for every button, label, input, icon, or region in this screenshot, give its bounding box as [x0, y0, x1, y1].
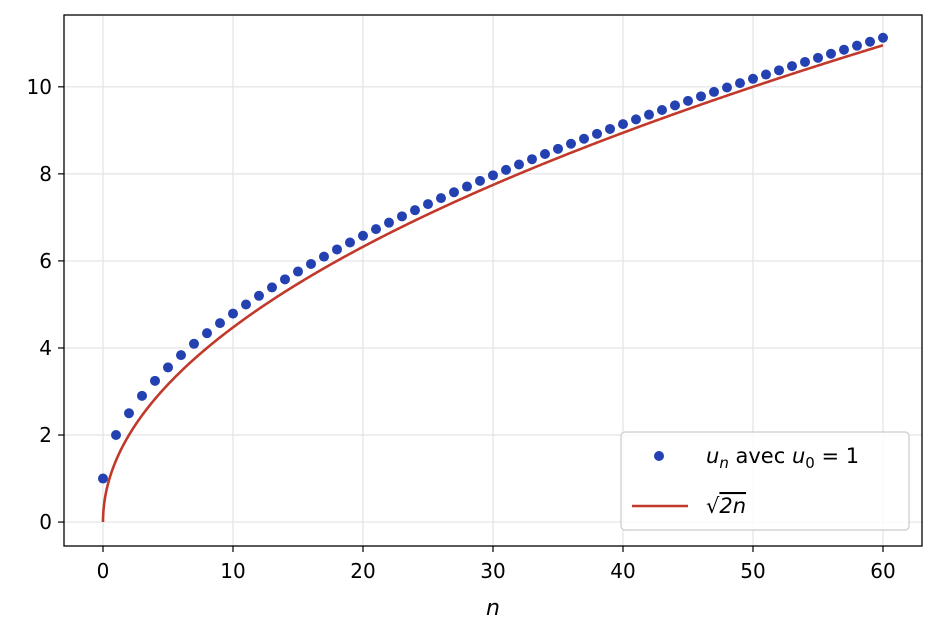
data-point	[514, 159, 524, 170]
legend-label-curve: √2n	[706, 494, 746, 518]
data-point	[618, 119, 628, 130]
legend-marker-points	[654, 451, 664, 461]
data-point	[293, 266, 303, 277]
legend-box	[620, 431, 910, 531]
data-point	[696, 91, 706, 102]
data-point	[98, 473, 108, 484]
data-point	[449, 187, 459, 198]
data-point	[761, 69, 771, 80]
data-point	[241, 299, 251, 310]
data-point	[553, 143, 563, 154]
legend-label-points: un avec u0 = 1	[706, 444, 859, 472]
data-point	[280, 274, 290, 285]
data-point	[124, 408, 134, 419]
curve-series	[101, 44, 884, 523]
data-point	[787, 61, 797, 72]
data-point	[267, 282, 277, 293]
data-point	[540, 148, 550, 159]
data-point	[748, 73, 758, 84]
data-point	[384, 217, 394, 228]
data-point	[670, 100, 680, 111]
x-tick-label: 30	[480, 559, 505, 583]
y-tick-label: 10	[27, 75, 52, 99]
data-point	[332, 244, 342, 255]
data-point	[111, 430, 121, 441]
data-point	[657, 105, 667, 116]
x-tick-label: 60	[870, 559, 895, 583]
data-point	[566, 138, 576, 149]
data-point	[137, 390, 147, 401]
data-point	[306, 258, 316, 269]
data-point	[631, 114, 641, 125]
data-point	[371, 224, 381, 235]
data-point	[878, 32, 888, 43]
y-tick-label: 4	[39, 336, 52, 360]
data-point	[865, 36, 875, 47]
data-point	[774, 65, 784, 76]
data-point	[436, 193, 446, 204]
sqrt-curve-line	[101, 44, 884, 523]
data-point	[592, 128, 602, 139]
data-point	[683, 95, 693, 106]
data-point	[228, 308, 238, 319]
x-axis-label: n	[486, 596, 500, 621]
data-point	[423, 199, 433, 210]
data-point	[176, 350, 186, 361]
data-point	[150, 375, 160, 386]
data-point	[813, 52, 823, 63]
data-point	[410, 205, 420, 216]
data-point	[254, 290, 264, 301]
data-point	[475, 175, 485, 186]
data-point	[358, 230, 368, 241]
data-point	[579, 133, 589, 144]
y-tick-label: 2	[39, 423, 52, 447]
data-point	[826, 48, 836, 59]
data-point	[852, 40, 862, 51]
x-tick-label: 50	[740, 559, 765, 583]
data-point	[319, 251, 329, 262]
data-point	[709, 86, 719, 97]
data-point	[345, 237, 355, 248]
data-point	[800, 56, 810, 67]
data-point	[189, 338, 199, 349]
point-series	[98, 32, 888, 484]
y-tick-label: 0	[39, 510, 52, 534]
data-point	[527, 154, 537, 165]
x-tick-label: 20	[350, 559, 375, 583]
x-tick-label: 40	[610, 559, 635, 583]
x-tick-label: 0	[97, 559, 110, 583]
data-point	[397, 211, 407, 222]
data-point	[735, 78, 745, 89]
y-tick-label: 8	[39, 162, 52, 186]
data-point	[163, 362, 173, 373]
x-tick-label: 10	[220, 559, 245, 583]
data-point	[644, 109, 654, 120]
data-point	[462, 181, 472, 192]
data-point	[839, 44, 849, 55]
data-point	[488, 170, 498, 181]
legend: un avec u0 = 1 √2n	[620, 431, 910, 531]
axis-ticks: 0 10 20 30 40 50 60 0 2 4 6 8 10	[27, 75, 896, 583]
data-point	[605, 123, 615, 134]
data-point	[501, 164, 511, 175]
y-tick-label: 6	[39, 249, 52, 273]
grid-lines	[64, 15, 922, 546]
data-point	[215, 318, 225, 329]
data-point	[202, 328, 212, 339]
data-point	[722, 82, 732, 93]
